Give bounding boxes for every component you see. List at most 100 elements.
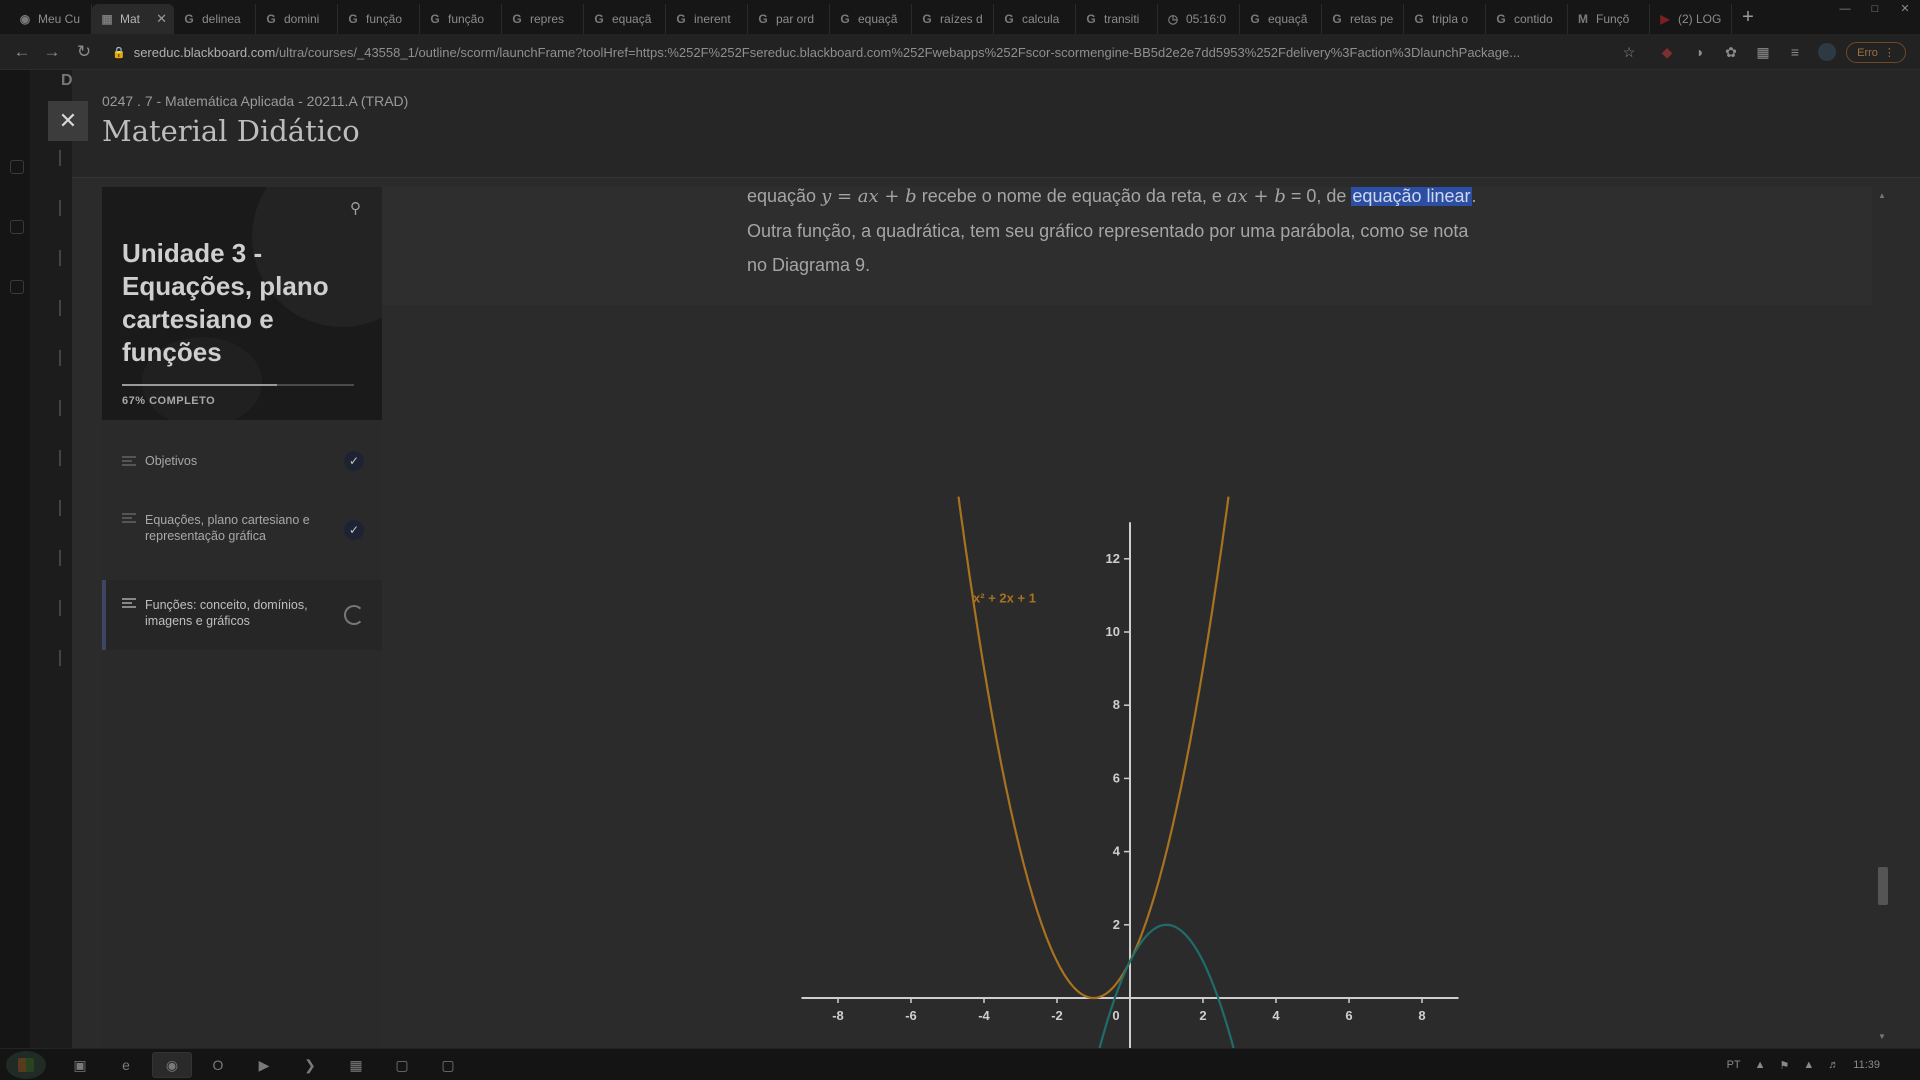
address-bar[interactable]: 🔒 sereduc.blackboard.com/ultra/courses/_… bbox=[112, 39, 1632, 65]
nav-institution-icon[interactable] bbox=[59, 150, 73, 166]
profile-avatar[interactable] bbox=[1818, 43, 1836, 61]
clock[interactable]: 11:39 bbox=[1853, 1059, 1880, 1071]
google-icon: G bbox=[758, 12, 768, 26]
scroll-up-icon[interactable]: ▲ bbox=[1878, 191, 1886, 200]
window-icon[interactable]: ▢ bbox=[441, 1056, 455, 1073]
tab-label: (2) LOG bbox=[1678, 12, 1722, 26]
x-tick-label: 0 bbox=[1112, 1008, 1119, 1023]
series-line bbox=[957, 496, 1230, 1000]
nav-tools-icon[interactable] bbox=[59, 600, 73, 616]
nav-grades-icon[interactable] bbox=[59, 550, 73, 566]
nav-activity-icon[interactable] bbox=[59, 200, 73, 216]
tray-arrow-icon[interactable]: ▲ bbox=[1754, 1059, 1766, 1071]
tab-label: Mat bbox=[120, 12, 141, 26]
content-scrollbar[interactable]: ▲ ▼ bbox=[1872, 187, 1892, 1048]
error-button[interactable]: Erro ⋮ bbox=[1846, 42, 1906, 63]
tab-label: contido bbox=[1514, 12, 1553, 26]
start-button[interactable] bbox=[6, 1051, 46, 1079]
browser-tab[interactable]: M Funçõ bbox=[1568, 4, 1650, 34]
scroll-thumb[interactable] bbox=[1878, 867, 1888, 905]
nav-network-icon[interactable] bbox=[59, 300, 73, 316]
tab-label: par ord bbox=[776, 12, 815, 26]
math-icon: M bbox=[1578, 12, 1588, 26]
browser-tab[interactable]: ▦ Mat ✕ bbox=[92, 4, 174, 34]
chrome-icon[interactable]: ◉ bbox=[152, 1052, 192, 1078]
flag-icon[interactable]: ⚑ bbox=[1779, 1059, 1790, 1072]
opera-icon[interactable]: O bbox=[212, 1057, 224, 1073]
x-tick-label: -6 bbox=[905, 1008, 917, 1023]
maximize-icon[interactable]: □ bbox=[1871, 3, 1879, 15]
volume-icon[interactable]: ♬ bbox=[1828, 1059, 1840, 1071]
forward-icon[interactable]: → bbox=[43, 42, 61, 61]
hero-background-shape bbox=[142, 337, 262, 420]
google-icon: G bbox=[594, 12, 604, 26]
vscode-icon[interactable]: ❯ bbox=[304, 1056, 316, 1073]
new-tab-button[interactable]: + bbox=[1742, 6, 1754, 28]
google-icon: G bbox=[512, 12, 522, 26]
ie-icon[interactable]: e bbox=[122, 1057, 130, 1073]
bookmark-star-icon[interactable]: ☆ bbox=[1622, 44, 1636, 60]
network-icon[interactable]: ▲ bbox=[1803, 1059, 1815, 1071]
tab-close-icon[interactable]: ✕ bbox=[156, 11, 167, 26]
blackboard-nav-rail: D bbox=[30, 70, 73, 1048]
close-panel-button[interactable]: ✕ bbox=[48, 101, 88, 141]
menu-item-objetivos[interactable]: Objetivos ✓ bbox=[102, 440, 382, 482]
media-icon[interactable]: ▶ bbox=[258, 1056, 270, 1073]
menu-item-label: Equações, plano cartesiano e representaç… bbox=[145, 513, 310, 543]
unit-hero: ⚲ Unidade 3 - Equações, plano cartesiano… bbox=[102, 187, 382, 420]
nav-calendar-icon[interactable] bbox=[59, 450, 73, 466]
folder-icon[interactable]: ▦ bbox=[349, 1056, 363, 1073]
close-window-icon[interactable]: ✕ bbox=[1900, 3, 1910, 15]
y-tick-label: 10 bbox=[1106, 624, 1120, 639]
media-queue-icon[interactable]: ≡ bbox=[1790, 44, 1800, 60]
nav-organizations-icon[interactable] bbox=[59, 400, 73, 416]
puzzle-icon[interactable]: ▦ bbox=[1756, 44, 1770, 60]
reload-icon[interactable]: ↻ bbox=[76, 42, 92, 61]
search-icon[interactable]: ⚲ bbox=[350, 200, 361, 217]
nav-messages-icon[interactable] bbox=[59, 500, 73, 516]
check-icon: ✓ bbox=[344, 520, 364, 540]
google-icon: G bbox=[1414, 12, 1424, 26]
course-icon: ▦ bbox=[101, 12, 113, 26]
window-icon[interactable]: ▢ bbox=[395, 1056, 409, 1073]
selected-text[interactable]: equação linear bbox=[1351, 187, 1472, 206]
nav-profile-icon[interactable] bbox=[59, 250, 73, 266]
check-icon: ✓ bbox=[344, 451, 364, 471]
lesson-content: equação y = ax + b recebe o nome de equa… bbox=[382, 187, 1872, 1048]
progress-label: 67% COMPLETO bbox=[122, 395, 216, 407]
rail-icon bbox=[10, 160, 24, 174]
browser-toolbar: ← → ↻ 🔒 sereduc.blackboard.com/ultra/cou… bbox=[0, 34, 1920, 70]
shield-extension-icon[interactable]: ◆ bbox=[1661, 44, 1673, 60]
nav-signout-icon[interactable] bbox=[59, 650, 73, 666]
scroll-down-icon[interactable]: ▼ bbox=[1878, 1032, 1886, 1041]
minimize-icon[interactable]: — bbox=[1839, 3, 1851, 15]
menu-item-equacoes[interactable]: Equações, plano cartesiano e representaç… bbox=[102, 500, 382, 560]
language-indicator[interactable]: PT bbox=[1726, 1059, 1741, 1071]
extension-icon[interactable]: ✿ bbox=[1725, 44, 1737, 60]
browser-tab[interactable]: ▶ (2) LOG bbox=[1650, 4, 1732, 34]
google-icon: G bbox=[348, 12, 358, 26]
menu-item-funcoes[interactable]: Funções: conceito, domínios, imagens e g… bbox=[102, 580, 382, 650]
explorer-icon[interactable]: ▣ bbox=[73, 1056, 87, 1073]
back-icon[interactable]: ← bbox=[13, 42, 31, 61]
nav-courses-icon[interactable] bbox=[59, 350, 73, 366]
dark-mode-extension-icon[interactable]: ◑ bbox=[1694, 44, 1704, 60]
browser-tab[interactable]: ◉ Meu Cu bbox=[10, 4, 92, 34]
browser-tab[interactable]: ◷ 05:16:0 bbox=[1158, 4, 1240, 34]
